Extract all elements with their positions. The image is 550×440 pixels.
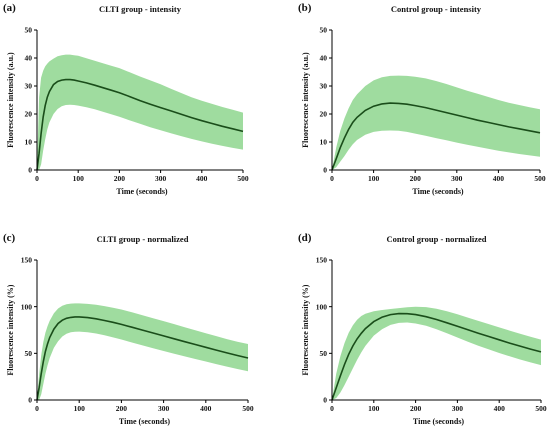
y-tick-label: 0: [323, 166, 327, 175]
x-tick-label: 300: [158, 404, 170, 413]
chart-panel-3: 0 50 100 150 0 100 200 300 400 500 (c) CLTI group -…: [3, 232, 254, 426]
x-tick-label: 100: [74, 404, 86, 413]
mean-line: [331, 102, 541, 171]
y-tick-label: 150: [316, 256, 328, 265]
x-tick-label: 400: [493, 174, 505, 183]
x-tick-label: 500: [535, 404, 547, 413]
x-tick-label: 200: [410, 174, 422, 183]
sd-band: [37, 54, 243, 170]
x-tick-label: 400: [200, 404, 212, 413]
y-tick-label: 0: [28, 166, 32, 175]
y-axis-label: Fluorescence intensity (%): [6, 284, 15, 375]
y-tick-label: 10: [25, 138, 33, 147]
sd-band: [332, 75, 540, 170]
x-tick-label: 400: [494, 404, 506, 413]
sd-band: [332, 306, 541, 400]
panel-letter: (a): [3, 2, 16, 14]
y-tick-label: 30: [25, 82, 33, 91]
x-tick-label: 200: [114, 174, 126, 183]
x-tick-label: 0: [330, 174, 334, 183]
y-tick-label: 150: [21, 256, 33, 265]
x-tick-label: 100: [73, 174, 85, 183]
y-tick-label: 100: [21, 302, 33, 311]
y-tick-label: 50: [320, 349, 328, 358]
x-tick-label: 200: [116, 404, 128, 413]
x-tick-label: 500: [237, 174, 249, 183]
x-tick-label: 400: [196, 174, 208, 183]
y-axis-label: Fluorescence intensity (%): [301, 284, 310, 375]
x-tick-label: 200: [410, 404, 422, 413]
y-tick-label: 20: [320, 110, 328, 119]
x-axis-label: Time (seconds): [413, 417, 465, 426]
y-tick-label: 10: [320, 138, 328, 147]
x-tick-label: 500: [534, 174, 546, 183]
y-tick-label: 100: [316, 302, 328, 311]
chart-title: Control group - normalized: [386, 234, 486, 244]
y-tick-label: 40: [25, 54, 33, 63]
x-tick-label: 100: [368, 404, 380, 413]
mean-line: [36, 78, 244, 171]
chart-title: CLTI group - normalized: [97, 234, 189, 244]
sd-band: [37, 303, 248, 400]
y-tick-label: 0: [323, 396, 327, 405]
y-tick-label: 30: [320, 82, 328, 91]
panel-letter: (d): [298, 232, 312, 244]
x-tick-label: 0: [35, 174, 39, 183]
x-tick-label: 100: [368, 174, 380, 183]
y-tick-label: 20: [25, 110, 33, 119]
y-tick-label: 50: [25, 349, 33, 358]
x-axis-label: Time (seconds): [119, 417, 171, 426]
x-axis-label: Time (seconds): [412, 187, 464, 196]
x-tick-label: 0: [35, 404, 39, 413]
x-tick-label: 300: [451, 174, 463, 183]
chart-title: Control group - intensity: [391, 4, 482, 14]
panel-letter: (b): [298, 2, 312, 14]
mean-line: [36, 316, 249, 401]
y-tick-label: 40: [320, 54, 328, 63]
x-tick-label: 300: [155, 174, 167, 183]
x-tick-label: 0: [330, 404, 334, 413]
mean-line: [331, 312, 542, 401]
x-tick-label: 300: [452, 404, 464, 413]
y-tick-label: 50: [320, 26, 328, 35]
y-axis-label: Fluorescence intensity (a.u.): [301, 52, 310, 148]
x-axis-label: Time (seconds): [116, 187, 168, 196]
y-tick-label: 0: [28, 396, 32, 405]
chart-panel-4: 0 50 100 150 0 100 200 300 400 500 (d) Control grou…: [298, 232, 547, 426]
x-tick-label: 500: [242, 404, 254, 413]
y-axis-label: Fluorescence intensity (a.u.): [6, 52, 15, 148]
panel-letter: (c): [3, 232, 16, 244]
chart-title: CLTI group - intensity: [99, 4, 182, 14]
y-tick-label: 50: [25, 26, 33, 35]
